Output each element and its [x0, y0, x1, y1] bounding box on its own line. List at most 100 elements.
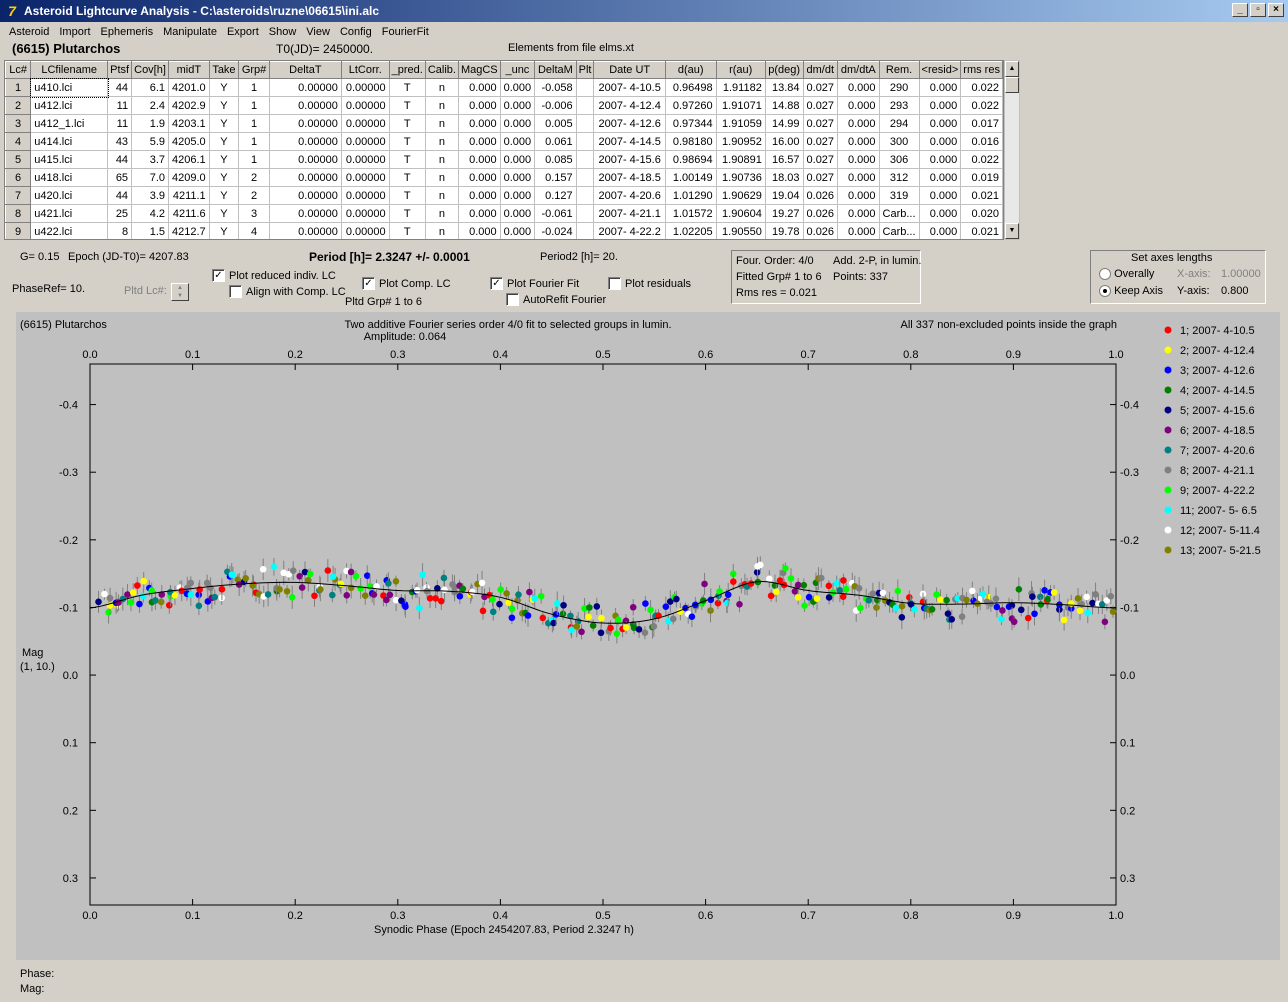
table-cell[interactable]: n — [425, 186, 459, 205]
table-cell[interactable]: 0.022 — [960, 150, 1003, 169]
table-cell[interactable]: 1 — [238, 150, 270, 169]
table-cell[interactable] — [576, 186, 595, 205]
menu-export[interactable]: Export — [226, 26, 259, 38]
table-cell[interactable]: 0.000 — [919, 186, 962, 205]
table-cell[interactable]: 0.000 — [919, 96, 962, 115]
table-cell[interactable]: -0.006 — [534, 96, 577, 115]
table-cell[interactable]: u412.lci — [30, 96, 109, 115]
table-cell[interactable]: 0.00000 — [341, 150, 390, 169]
table-cell[interactable]: 0.026 — [803, 204, 839, 223]
table-cell[interactable]: 0.00000 — [341, 78, 390, 97]
table-cell[interactable]: 1.5 — [131, 222, 169, 239]
table-cell[interactable]: 13.84 — [765, 78, 804, 97]
table-cell[interactable]: 0.000 — [500, 168, 536, 187]
table-cell[interactable]: 4 — [238, 222, 270, 239]
table-cell[interactable]: 11 — [107, 96, 133, 115]
table-cell[interactable]: 2007- 4-12.4 — [593, 96, 666, 115]
table-cell[interactable]: 0.000 — [837, 132, 880, 151]
overally-radio[interactable]: Overally — [1099, 268, 1154, 281]
menu-config[interactable]: Config — [339, 26, 372, 38]
table-cell[interactable]: 0.98694 — [665, 150, 717, 169]
table-cell[interactable]: 293 — [879, 96, 920, 115]
table-cell[interactable]: 0.000 — [458, 96, 501, 115]
table-cell[interactable]: 1.90550 — [716, 222, 766, 239]
column-header[interactable]: Calib. — [424, 61, 459, 79]
table-cell[interactable]: Carb... — [879, 222, 920, 239]
table-cell[interactable]: 2007- 4-22.2 — [593, 222, 666, 239]
table-cell[interactable]: 44 — [107, 150, 133, 169]
table-cell[interactable]: 1 — [238, 96, 270, 115]
column-header[interactable]: Date UT — [593, 61, 666, 79]
table-cell[interactable]: Y — [209, 186, 240, 205]
table-cell[interactable]: 0.00000 — [341, 96, 390, 115]
table-cell[interactable]: Y — [209, 168, 240, 187]
table-cell[interactable]: 0.000 — [458, 114, 501, 133]
table-cell[interactable]: u410.lci — [29, 77, 109, 98]
table-cell[interactable]: 0.00000 — [269, 186, 342, 205]
column-header[interactable]: midT — [168, 61, 210, 79]
plot-reduced-checkbox[interactable]: ✓ Plot reduced indiv. LC — [212, 269, 336, 282]
table-cell[interactable]: 0.00000 — [269, 78, 342, 97]
x-axis-field[interactable]: 1.00000 — [1221, 268, 1261, 280]
table-cell[interactable]: 8 — [5, 204, 32, 223]
table-cell[interactable]: 1 — [5, 78, 32, 97]
table-cell[interactable]: 0.000 — [837, 222, 880, 239]
table-cell[interactable] — [576, 168, 595, 187]
column-header[interactable]: _pred. — [388, 61, 426, 79]
table-cell[interactable]: 43 — [107, 132, 133, 151]
table-cell[interactable]: 0.000 — [500, 186, 536, 205]
table-cell[interactable]: 3 — [238, 204, 270, 223]
table-cell[interactable]: 312 — [879, 168, 920, 187]
table-cell[interactable]: 0.000 — [919, 132, 962, 151]
table-cell[interactable]: 2007- 4-10.5 — [593, 78, 666, 97]
table-cell[interactable]: 1.91071 — [716, 96, 766, 115]
table-cell[interactable]: u415.lci — [30, 150, 109, 169]
table-cell[interactable]: 1.90604 — [716, 204, 766, 223]
scroll-down-icon[interactable]: ▼ — [1005, 223, 1019, 239]
column-header[interactable]: DeltaT — [268, 61, 342, 79]
table-cell[interactable]: 0.026 — [803, 186, 839, 205]
table-cell[interactable]: 0.000 — [458, 168, 501, 187]
table-cell[interactable]: 19.78 — [765, 222, 804, 239]
column-header[interactable]: <resid> — [918, 61, 962, 79]
table-cell[interactable]: 0.000 — [458, 78, 501, 97]
table-cell[interactable]: 0.000 — [919, 150, 962, 169]
table-cell[interactable]: T — [389, 78, 426, 97]
table-cell[interactable]: 7 — [5, 186, 32, 205]
table-cell[interactable]: 11 — [107, 114, 133, 133]
table-cell[interactable]: 0.000 — [458, 186, 501, 205]
column-header[interactable]: r(au) — [715, 61, 766, 79]
table-cell[interactable]: 9 — [5, 222, 32, 239]
table-cell[interactable]: 0.019 — [960, 168, 1003, 187]
table-cell[interactable]: 0.021 — [960, 222, 1003, 239]
table-cell[interactable]: 14.88 — [765, 96, 804, 115]
table-cell[interactable]: Carb... — [879, 204, 920, 223]
table-cell[interactable]: -0.024 — [534, 222, 577, 239]
table-cell[interactable]: 319 — [879, 186, 920, 205]
table-cell[interactable]: T — [389, 186, 426, 205]
table-cell[interactable]: 0.020 — [960, 204, 1003, 223]
table-cell[interactable]: T — [389, 168, 426, 187]
table-cell[interactable]: 1 — [238, 132, 270, 151]
table-cell[interactable]: 1 — [238, 114, 270, 133]
table-cell[interactable]: 3 — [5, 114, 32, 133]
column-header[interactable]: LtCorr. — [340, 61, 390, 79]
table-cell[interactable]: 0.000 — [919, 114, 962, 133]
table-cell[interactable]: 0.000 — [500, 114, 536, 133]
table-cell[interactable]: 0.000 — [919, 204, 962, 223]
table-cell[interactable]: 0.000 — [919, 222, 962, 239]
table-cell[interactable]: 2 — [5, 96, 32, 115]
table-cell[interactable]: 0.027 — [803, 132, 839, 151]
table-cell[interactable]: 0.00000 — [269, 96, 342, 115]
table-cell[interactable]: 8 — [107, 222, 133, 239]
table-cell[interactable]: 0.000 — [458, 204, 501, 223]
table-cell[interactable]: 4.2 — [131, 204, 169, 223]
table-cell[interactable]: n — [425, 114, 459, 133]
table-cell[interactable]: 0.98180 — [665, 132, 717, 151]
table-cell[interactable]: u418.lci — [30, 168, 109, 187]
table-cell[interactable]: 2007- 4-14.5 — [593, 132, 666, 151]
column-header[interactable]: Plt — [575, 61, 595, 79]
